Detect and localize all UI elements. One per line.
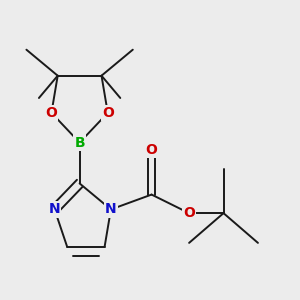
Text: N: N (49, 202, 60, 216)
Text: O: O (183, 206, 195, 220)
Text: B: B (74, 136, 85, 150)
Text: O: O (102, 106, 114, 120)
Text: O: O (46, 106, 57, 120)
Text: O: O (146, 143, 158, 157)
Text: N: N (105, 202, 117, 216)
